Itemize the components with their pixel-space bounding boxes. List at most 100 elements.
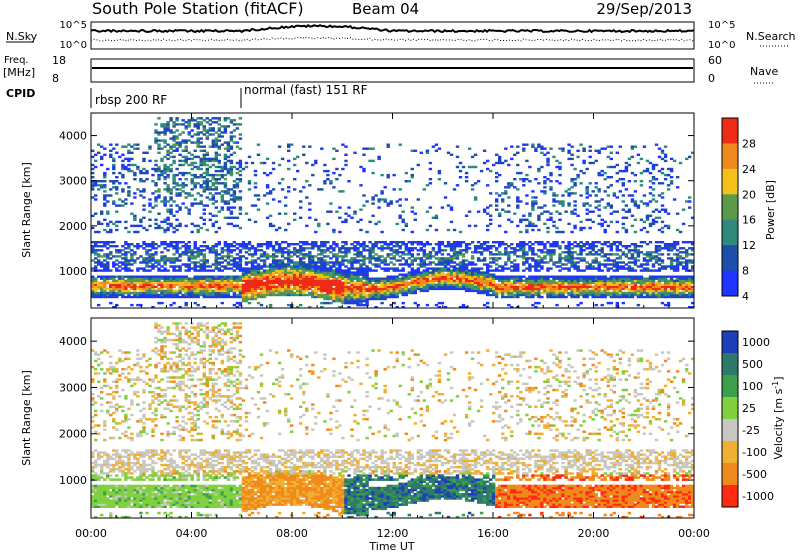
heatmap-cell: [591, 220, 595, 224]
heatmap-cell: [341, 241, 345, 244]
heatmap-cell: [519, 291, 523, 295]
heatmap-cell: [419, 241, 423, 244]
heatmap-cell: [235, 283, 240, 286]
heatmap-cell: [401, 243, 405, 246]
heatmap-cell: [579, 143, 583, 146]
heatmap-cell: [103, 279, 107, 282]
heatmap-cell: [452, 243, 457, 246]
heatmap-cell: [181, 141, 185, 144]
heatmap-cell: [211, 249, 215, 252]
heatmap-cell: [329, 281, 333, 284]
heatmap-cell: [160, 295, 164, 299]
heatmap-cell: [555, 241, 559, 244]
heatmap-cell: [455, 281, 460, 284]
heatmap-cell: [154, 198, 158, 201]
heatmap-cell: [109, 228, 113, 232]
heatmap-cell: [121, 263, 125, 266]
heatmap-cell: [567, 149, 571, 152]
heatmap-cell: [561, 194, 565, 197]
heatmap-cell: [259, 265, 264, 268]
heatmap-cell: [594, 285, 598, 289]
heatmap-cell: [344, 285, 348, 289]
heatmap-cell: [229, 243, 234, 246]
heatmap-cell: [567, 259, 571, 262]
heatmap-cell: [238, 301, 243, 305]
heatmap-cell: [591, 291, 595, 295]
heatmap-cell: [567, 285, 571, 289]
heatmap-cell: [440, 253, 445, 256]
heatmap-cell: [341, 271, 345, 274]
heatmap-cell: [452, 245, 457, 248]
heatmap-cell: [160, 173, 164, 177]
heatmap-cell: [519, 243, 523, 246]
heatmap-cell: [229, 277, 234, 280]
heatmap-cell: [323, 301, 327, 305]
heatmap-cell: [389, 287, 393, 291]
heatmap-cell: [489, 204, 493, 207]
heatmap-cell: [145, 293, 149, 297]
heatmap-cell: [181, 155, 185, 159]
heatmap-cell: [549, 275, 553, 278]
heatmap-cell: [196, 255, 200, 258]
heatmap-cell: [265, 285, 270, 289]
heatmap-cell: [579, 301, 583, 305]
heatmap-cell: [217, 269, 221, 272]
heatmap-cell: [440, 249, 445, 252]
heatmap-cell: [555, 289, 559, 293]
heatmap-cell: [166, 165, 170, 169]
heatmap-cell: [211, 173, 215, 177]
heatmap-cell: [570, 265, 574, 268]
heatmap-cell: [187, 291, 191, 295]
heatmap-cell: [501, 289, 505, 293]
heatmap-cell: [211, 196, 215, 199]
heatmap-cell: [211, 222, 215, 226]
nsearch-label: N.Search: [746, 30, 796, 43]
heatmap-cell: [476, 287, 481, 291]
heatmap-cell: [537, 216, 541, 219]
heatmap-cell: [232, 291, 237, 295]
heatmap-cell: [238, 285, 243, 289]
heatmap-cell: [522, 287, 526, 291]
heatmap-cell: [151, 281, 155, 284]
heatmap-cell: [507, 218, 511, 221]
heatmap-cell: [287, 277, 291, 280]
heatmap-cell: [543, 245, 547, 248]
heatmap-cell: [196, 287, 200, 291]
heatmap-cell: [202, 265, 206, 268]
heatmap-cell: [136, 147, 140, 150]
heatmap-cell: [428, 167, 433, 171]
heatmap-cell: [208, 159, 212, 163]
heatmap-cell: [504, 251, 508, 254]
heatmap-cell: [440, 283, 445, 286]
heatmap-cell: [558, 259, 562, 262]
heatmap-cell: [350, 287, 354, 291]
heatmap-cell: [513, 263, 517, 266]
heatmap-cell: [522, 279, 526, 282]
heatmap-cell: [229, 259, 234, 262]
heatmap-cell: [175, 129, 179, 132]
heatmap-cell: [205, 180, 209, 183]
heatmap-cell: [302, 285, 306, 289]
heatmap-cell: [229, 153, 234, 156]
heatmap-cell: [238, 212, 243, 215]
heatmap-cell: [489, 251, 493, 254]
heatmap-cell: [537, 249, 541, 252]
heatmap-cell: [434, 257, 439, 260]
heatmap-cell: [573, 281, 577, 284]
heatmap-cell: [329, 251, 333, 254]
heatmap-cell: [253, 251, 258, 254]
heatmap-cell: [341, 255, 345, 258]
heatmap-cell: [214, 243, 218, 246]
heatmap-cell: [455, 255, 460, 258]
heatmap-cell: [522, 263, 526, 266]
heatmap-cell: [214, 131, 218, 134]
heatmap-cell: [585, 287, 589, 291]
heatmap-cell: [585, 241, 589, 244]
heatmap-cell: [271, 271, 276, 274]
heatmap-cell: [347, 271, 351, 274]
heatmap-cell: [199, 259, 203, 262]
heatmap-cell: [519, 255, 523, 258]
heatmap-cell: [522, 255, 526, 258]
heatmap-cell: [338, 287, 342, 291]
heatmap-cell: [220, 169, 224, 173]
